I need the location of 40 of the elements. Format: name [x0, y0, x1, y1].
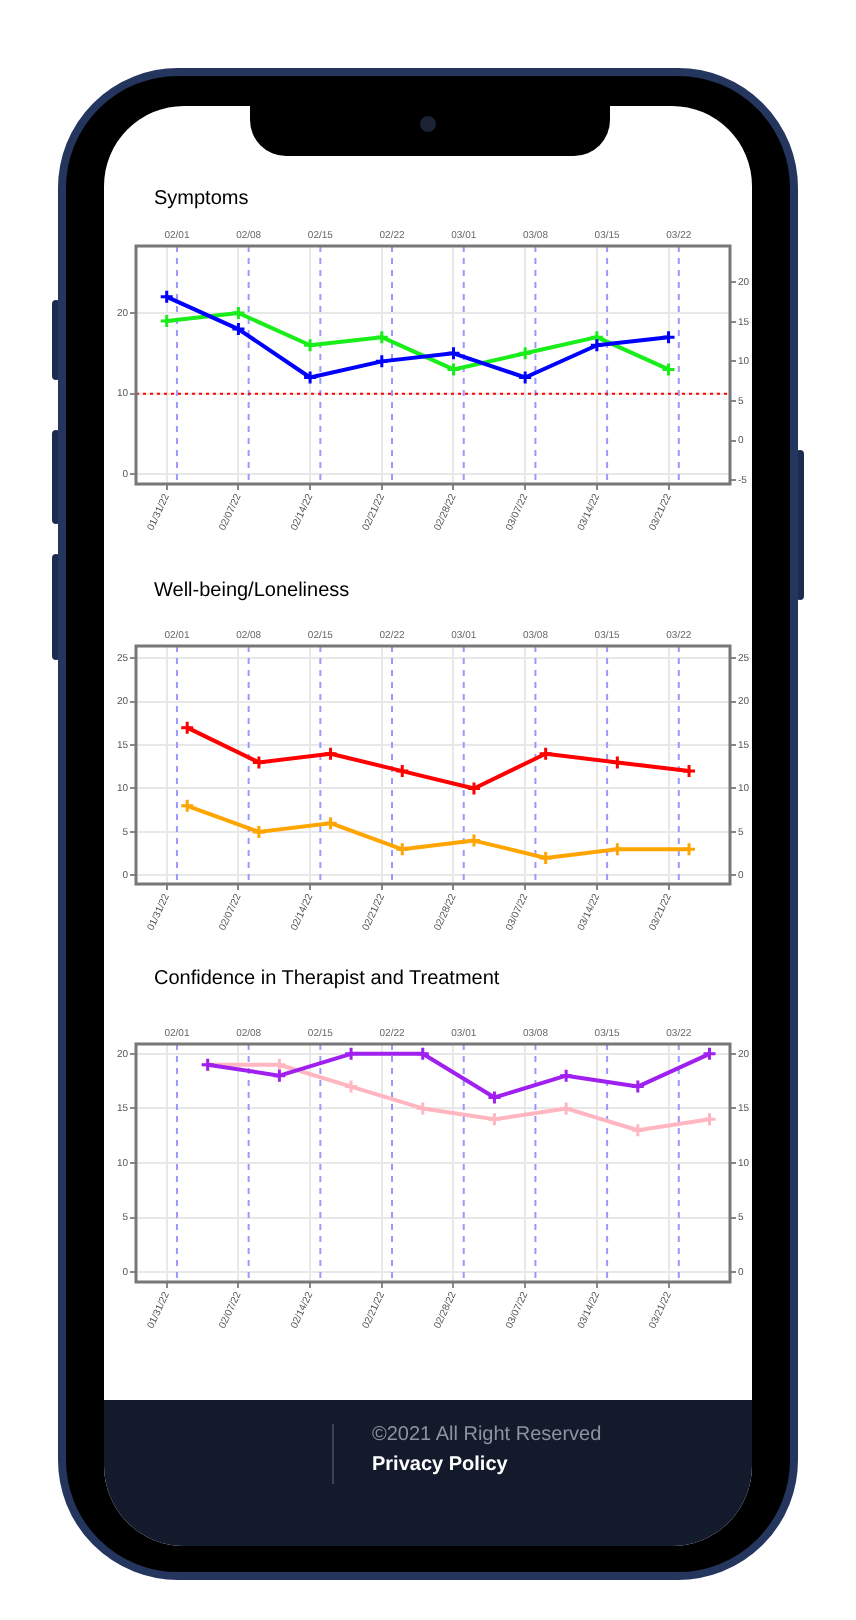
point: [374, 353, 390, 369]
point: [302, 337, 318, 353]
point: [415, 1100, 431, 1116]
point: [394, 841, 410, 857]
point: [251, 824, 267, 840]
point: [323, 746, 339, 762]
point: [251, 754, 267, 770]
point: [466, 780, 482, 796]
point: [323, 815, 339, 831]
point: [302, 370, 318, 386]
point: [609, 841, 625, 857]
chart-title: Confidence in Therapist and Treatment: [154, 968, 500, 992]
point: [230, 321, 246, 337]
point: [445, 345, 461, 361]
point: [374, 329, 390, 345]
chart-title: Symptoms: [154, 188, 249, 212]
point: [445, 361, 461, 377]
point: [486, 1111, 502, 1127]
chart-title: Well-being/Loneliness: [154, 580, 350, 604]
point: [394, 763, 410, 779]
point: [415, 1046, 431, 1062]
point: [609, 754, 625, 770]
point: [517, 345, 533, 361]
point: [558, 1100, 574, 1116]
point: [486, 1089, 502, 1105]
point: [630, 1079, 646, 1095]
point: [517, 370, 533, 386]
point: [538, 850, 554, 866]
point: [589, 329, 605, 345]
text: Privacy Policy: [372, 1454, 508, 1478]
point: [558, 1068, 574, 1084]
point: [538, 746, 554, 762]
point: [466, 833, 482, 849]
point: [230, 305, 246, 321]
point: [271, 1068, 287, 1084]
point: [343, 1046, 359, 1062]
point: [630, 1122, 646, 1138]
point: [589, 337, 605, 353]
point: [343, 1079, 359, 1095]
text: ©2021 All Right Reserved: [372, 1424, 602, 1448]
